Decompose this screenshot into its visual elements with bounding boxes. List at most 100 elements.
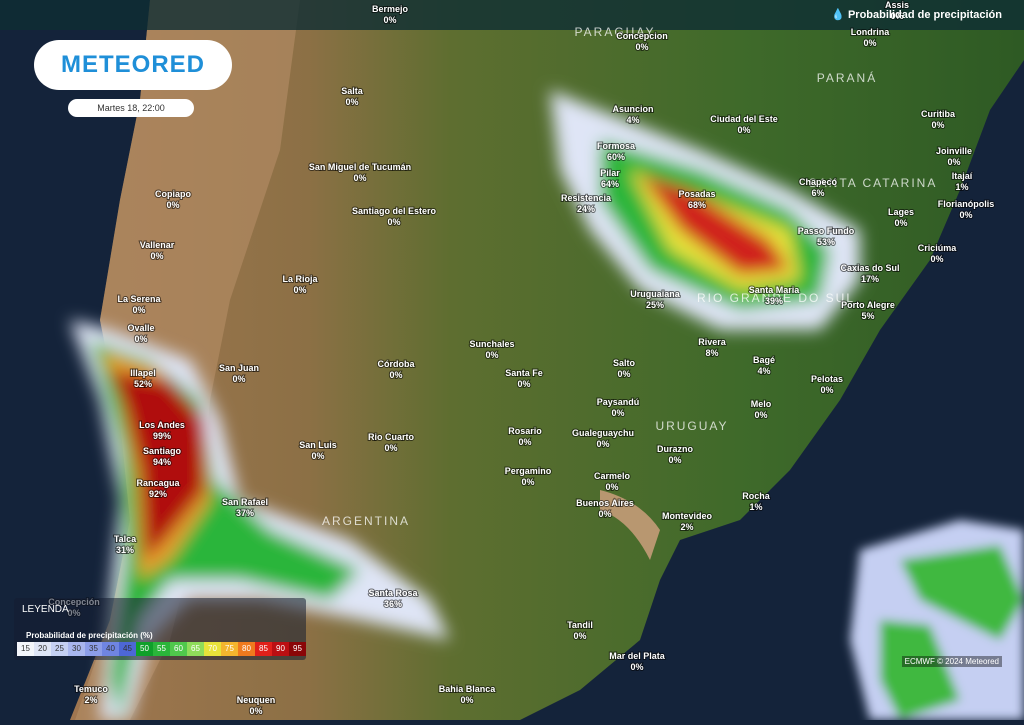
city-name: Porto Alegre [841,300,895,310]
city-value: 0% [611,408,624,418]
legend-step: 35 [85,642,102,656]
city-name: La Serena [117,294,161,304]
city-name: Santa Maria [749,285,801,295]
city-value: 60% [607,152,625,162]
city-value: 4% [757,366,770,376]
city-value: 0% [930,254,943,264]
city-value: 0% [387,217,400,227]
city-name: Salto [613,358,636,368]
city-value: 0% [947,157,960,167]
city-name: Chapecó [799,177,838,187]
city-value: 92% [149,489,167,499]
top-bar [0,0,1024,30]
legend-step: 70 [204,642,221,656]
datetime: Martes 18, 22:00 [68,99,194,117]
city-value: 0% [598,509,611,519]
city-name: Concepcion [616,31,668,41]
city-value: 0% [383,15,396,25]
labels: PARAGUAY PARANÁ SANTA CATARINA RIO GRANDE D… [47,0,995,717]
legend-step: 80 [238,642,255,656]
legend-step: 90 [272,642,289,656]
city-value: 99% [153,431,171,441]
city-value: 0% [521,477,534,487]
city-name: Bagé [753,355,775,365]
city-name: Copiapo [155,189,191,199]
city-name: Buenos Aires [576,498,634,508]
city-value: 1% [955,182,968,192]
brand-logo: METEORED [34,40,232,90]
city-name: Santiago [143,446,182,456]
city-value: 0% [232,374,245,384]
city-value: 36% [384,599,402,609]
city-name: Pergamino [505,466,552,476]
city-value: 25% [646,300,664,310]
city-value: 0% [345,97,358,107]
legend-step: 95 [289,642,306,656]
credit: ECMWF © 2024 Meteored [901,656,1002,667]
city-value: 0% [389,370,402,380]
city-value: 64% [601,179,619,189]
city-value: 5% [861,311,874,321]
city-value: 52% [134,379,152,389]
city-name: Itajaí [952,171,973,181]
layer-title-text: Probabilidad de precipitación [847,9,1002,21]
legend-step: 85 [255,642,272,656]
city-name: Joinville [936,146,972,156]
legend-step: 50 [136,642,153,656]
city-value: 0% [150,251,163,261]
city-name: Assis [885,0,909,10]
legend-subtitle: Probabilidad de precipitación (%) [26,631,153,640]
legend-step: 25 [51,642,68,656]
city-name: Passo Fundo [798,226,855,236]
city-name: Posadas [678,189,715,199]
city-value: 37% [236,508,254,518]
city-value: 0% [635,42,648,52]
city-value: 0% [617,369,630,379]
city-name: Rosario [508,426,542,436]
region-label: PARANÁ [817,70,877,85]
layer-title[interactable]: 💧 Probabilidad de precipitación [831,9,1002,21]
city-name: Curitiba [921,109,956,119]
city-value: 0% [573,631,586,641]
city-value: 0% [485,350,498,360]
city-value: 94% [153,457,171,467]
city-name: Vallenar [140,240,175,250]
legend-step: 60 [170,642,187,656]
city-name: Uruguaiana [630,289,681,299]
city-value: 0% [890,11,903,21]
city-name: Pilar [600,168,620,178]
city-value: 0% [630,662,643,672]
city-name: San Luis [299,440,337,450]
city-value: 31% [116,545,134,555]
city-name: Carmelo [594,471,631,481]
city-name: Londrina [851,27,890,37]
region-label: ARGENTINA [322,514,410,528]
city-name: Rio Cuarto [368,432,415,442]
city-value: 0% [894,218,907,228]
city-value: 1% [749,502,762,512]
city-name: Illapel [130,368,156,378]
city-value: 8% [705,348,718,358]
city-value: 39% [765,296,783,306]
city-value: 0% [596,439,609,449]
city-value: 2% [680,522,693,532]
city-name: Pelotas [811,374,843,384]
city-name: Resistencia [561,193,612,203]
city-name: Temuco [74,684,108,694]
city-name: Santa Fe [505,368,543,378]
city-name: Los Andes [139,420,185,430]
region-label: SANTA CATARINA [809,176,938,190]
city-value: 6% [811,188,824,198]
city-value: 0% [293,285,306,295]
city-name: Bermejo [372,4,409,14]
legend-step: 45 [119,642,136,656]
city-name: San Rafael [222,497,268,507]
city-value: 0% [820,385,833,395]
city-value: 0% [931,120,944,130]
city-name: Tandil [567,620,593,630]
city-value: 2% [84,695,97,705]
city-name: San Miguel de Tucumán [309,162,411,172]
city-value: 0% [134,334,147,344]
city-name: Asuncion [612,104,653,114]
